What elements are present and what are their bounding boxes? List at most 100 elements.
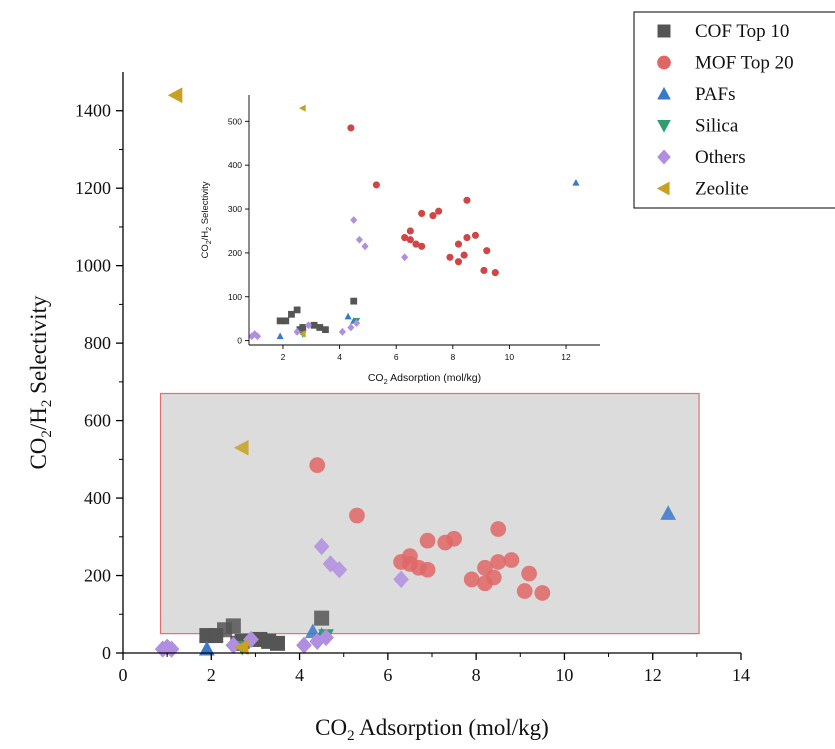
inset-point-pafs	[344, 312, 352, 320]
inset-point-mof-top-20	[435, 207, 443, 215]
y-axis-title: CO2​/H2​ Selectivity	[26, 295, 55, 470]
inset-point-others	[248, 332, 256, 341]
legend-label-silica: Silica	[695, 116, 739, 137]
x-tick-label: 0	[119, 665, 128, 685]
main-plot: 020040060080010001200140002468101214CO2​…	[26, 72, 750, 744]
legend-label-others: Others	[695, 147, 746, 168]
point-zeolite	[233, 639, 249, 656]
point-mof-top-20	[402, 556, 418, 572]
y-tick-label: 1000	[75, 256, 111, 276]
inset-y-tick-label: 400	[228, 160, 242, 170]
legend-box	[633, 11, 835, 209]
x-tick-label: 4	[295, 665, 304, 685]
inset-point-others	[253, 332, 262, 341]
inset-point-cof-top-10	[293, 306, 301, 314]
point-mof-top-20	[349, 507, 365, 524]
inset-point-cof-top-10	[322, 326, 329, 334]
inset-y-tick-label: 200	[228, 248, 242, 258]
inset-point-mof-top-20	[480, 266, 488, 275]
legend-marker-silica	[657, 119, 671, 133]
point-mof-top-20	[419, 532, 436, 549]
y-tick-label: 200	[84, 566, 111, 586]
legend-marker-zeolite	[656, 181, 670, 196]
point-mof-top-20	[419, 561, 436, 578]
x-tick-label: 14	[732, 665, 750, 685]
inset-point-mof-top-20	[463, 233, 471, 242]
inset-point-pafs	[572, 178, 580, 186]
inset-point-zeolite	[299, 104, 306, 112]
inset-point-mof-top-20	[471, 231, 480, 239]
point-zeolite	[167, 87, 183, 104]
x-tick-label: 10	[555, 665, 573, 685]
point-cof-top-10	[314, 610, 330, 626]
legend-label-cof-top-10: COF Top 10	[695, 21, 789, 42]
point-others	[313, 537, 330, 556]
y-tick-label: 600	[84, 411, 111, 431]
inset-point-mof-top-20	[429, 212, 437, 220]
inset-x-tick-label: 2	[281, 352, 286, 362]
legend-label-mof-top-20: MOF Top 20	[695, 53, 794, 74]
inset-x-tick-label: 10	[505, 352, 515, 362]
y-tick-label: 1400	[75, 101, 111, 121]
y-tick-label: 0	[102, 643, 111, 663]
legend-marker-pafs	[657, 86, 671, 100]
inset-y-tick-label: 0	[237, 336, 242, 346]
y-tick-label: 1200	[75, 178, 111, 198]
x-tick-label: 6	[383, 665, 392, 685]
inset-point-pafs	[276, 332, 284, 340]
x-tick-label: 8	[472, 665, 481, 685]
inset-y-tick-label: 100	[228, 292, 242, 302]
inset-point-mof-top-20	[372, 181, 380, 189]
point-mof-top-20	[490, 554, 507, 570]
inset-point-cof-top-10	[296, 326, 304, 334]
inset-point-mof-top-20	[446, 253, 454, 261]
point-mof-top-20	[516, 583, 533, 599]
inset-point-cof-top-10	[282, 317, 290, 325]
inset-point-mof-top-20	[347, 124, 355, 132]
inset-x-tick-label: 6	[394, 352, 399, 362]
point-mof-top-20	[309, 457, 326, 474]
legend-marker-others	[657, 149, 671, 165]
point-others	[331, 561, 348, 579]
y-tick-label: 800	[84, 333, 111, 353]
point-others	[318, 628, 334, 647]
inset-point-others	[352, 319, 361, 327]
inset-point-others	[304, 321, 313, 330]
x-axis-title: CO2​ Adsorption (mol/kg)	[315, 715, 549, 744]
point-mof-top-20	[503, 552, 520, 568]
inset-point-mof-top-20	[463, 196, 471, 204]
inset-point-mof-top-20	[483, 247, 491, 255]
inset-point-others	[401, 253, 409, 262]
point-cof-top-10	[225, 618, 241, 634]
inset-point-cof-top-10	[350, 297, 358, 305]
inset-point-cof-top-10	[276, 317, 284, 325]
inset-point-cof-top-10	[310, 321, 318, 329]
inset-point-others	[347, 323, 355, 332]
point-others	[393, 570, 409, 589]
inset-point-mof-top-20	[401, 233, 409, 242]
point-others	[296, 636, 312, 654]
inset-point-mof-top-20	[412, 240, 420, 248]
inset-point-mof-top-20	[491, 269, 499, 277]
point-mof-top-20	[463, 571, 480, 588]
point-mof-top-20	[485, 569, 502, 586]
inset-point-others	[361, 242, 369, 251]
point-pafs	[660, 505, 677, 520]
x-tick-label: 2	[207, 665, 216, 685]
inset-point-mof-top-20	[454, 240, 463, 248]
inset-point-mof-top-20	[418, 209, 426, 217]
point-mof-top-20	[446, 530, 462, 547]
legend-label-zeolite: Zeolite	[695, 179, 749, 200]
x-tick-label: 12	[644, 665, 662, 685]
point-cof-top-10	[270, 635, 285, 651]
legend-marker-cof-top-10	[657, 24, 671, 38]
inset-point-mof-top-20	[454, 258, 463, 266]
inset-point-cof-top-10	[288, 310, 295, 318]
inset-point-others	[251, 330, 259, 338]
point-others	[225, 636, 242, 654]
point-mof-top-20	[534, 585, 551, 601]
inset-point-others	[355, 235, 363, 244]
legend-marker-mof-top-20	[657, 55, 671, 70]
